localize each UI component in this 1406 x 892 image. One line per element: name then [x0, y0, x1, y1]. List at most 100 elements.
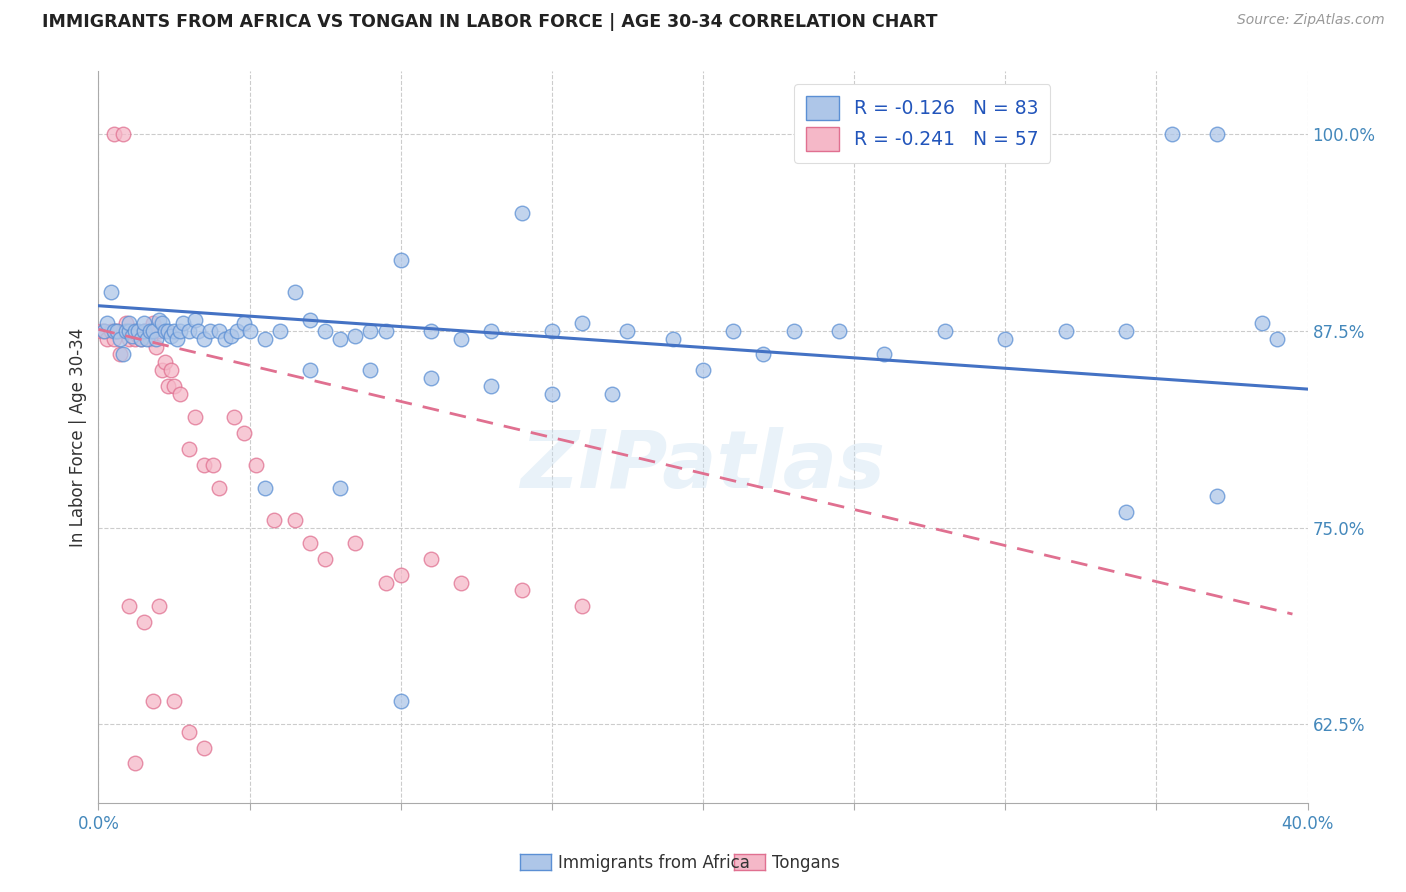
Point — [127, 328, 149, 343]
Point — [124, 332, 146, 346]
Point — [177, 442, 201, 456]
Point — [148, 313, 170, 327]
Point — [172, 316, 194, 330]
Point — [100, 324, 122, 338]
Point — [184, 410, 207, 425]
Point — [299, 363, 322, 377]
Legend: R = -0.126   N = 83, R = -0.241   N = 57: R = -0.126 N = 83, R = -0.241 N = 57 — [794, 85, 1050, 162]
Point — [135, 324, 157, 338]
Point — [160, 328, 183, 343]
Point — [221, 328, 243, 343]
Point — [661, 332, 683, 346]
Point — [177, 324, 201, 338]
Point — [142, 316, 165, 330]
Point — [419, 371, 441, 385]
Point — [108, 347, 131, 361]
Text: Immigrants from Africa: Immigrants from Africa — [558, 854, 749, 871]
Point — [129, 332, 152, 346]
Point — [127, 324, 149, 338]
Point — [782, 324, 804, 338]
Point — [132, 615, 155, 629]
Point — [156, 379, 179, 393]
Point — [118, 324, 141, 338]
Point — [360, 363, 382, 377]
Point — [994, 332, 1017, 346]
Point — [616, 324, 638, 338]
Point — [571, 599, 593, 614]
Point — [540, 387, 562, 401]
Point — [124, 324, 146, 338]
Point — [163, 324, 186, 338]
Point — [329, 481, 352, 495]
Point — [118, 599, 141, 614]
Point — [510, 206, 533, 220]
Point — [374, 324, 396, 338]
Point — [177, 725, 201, 739]
Point — [93, 324, 115, 338]
Point — [299, 536, 322, 550]
Point — [111, 324, 134, 338]
Point — [1251, 316, 1274, 330]
Point — [111, 347, 134, 361]
Point — [105, 324, 128, 338]
Point — [163, 379, 186, 393]
Point — [419, 324, 441, 338]
Point — [103, 324, 125, 338]
Point — [150, 363, 173, 377]
Point — [118, 316, 141, 330]
Point — [239, 324, 262, 338]
Point — [139, 324, 162, 338]
Point — [132, 324, 155, 338]
Point — [1115, 324, 1137, 338]
Point — [269, 324, 291, 338]
Point — [142, 324, 165, 338]
Point — [153, 324, 176, 338]
Point — [132, 316, 155, 330]
Point — [145, 340, 167, 354]
Point — [103, 332, 125, 346]
Point — [284, 513, 307, 527]
Point — [114, 316, 136, 330]
Point — [419, 552, 441, 566]
Point — [187, 324, 209, 338]
Point — [150, 316, 173, 330]
Point — [360, 324, 382, 338]
Point — [389, 253, 412, 268]
Point — [873, 347, 896, 361]
Point — [284, 285, 307, 299]
Point — [1265, 332, 1288, 346]
Point — [200, 324, 222, 338]
Point — [148, 324, 170, 338]
Point — [105, 324, 128, 338]
Point — [253, 332, 276, 346]
Point — [118, 332, 141, 346]
Point — [481, 379, 503, 393]
Point — [148, 599, 170, 614]
Point — [193, 458, 215, 472]
Point — [135, 332, 157, 346]
Point — [156, 324, 179, 338]
Point — [163, 693, 186, 707]
Point — [344, 536, 367, 550]
Point — [96, 332, 118, 346]
Point — [1160, 128, 1182, 142]
Point — [132, 324, 155, 338]
Point — [314, 552, 336, 566]
Point — [692, 363, 714, 377]
Point — [232, 316, 254, 330]
Point — [571, 316, 593, 330]
Point — [169, 387, 191, 401]
Text: ZIPatlas: ZIPatlas — [520, 427, 886, 506]
Point — [193, 740, 215, 755]
Point — [450, 332, 472, 346]
Point — [329, 332, 352, 346]
Point — [108, 332, 131, 346]
Point — [344, 328, 367, 343]
Text: IMMIGRANTS FROM AFRICA VS TONGAN IN LABOR FORCE | AGE 30-34 CORRELATION CHART: IMMIGRANTS FROM AFRICA VS TONGAN IN LABO… — [42, 13, 938, 31]
Point — [374, 575, 396, 590]
Point — [1054, 324, 1077, 338]
Point — [389, 567, 412, 582]
Point — [540, 324, 562, 338]
Point — [124, 756, 146, 771]
Point — [121, 324, 143, 338]
